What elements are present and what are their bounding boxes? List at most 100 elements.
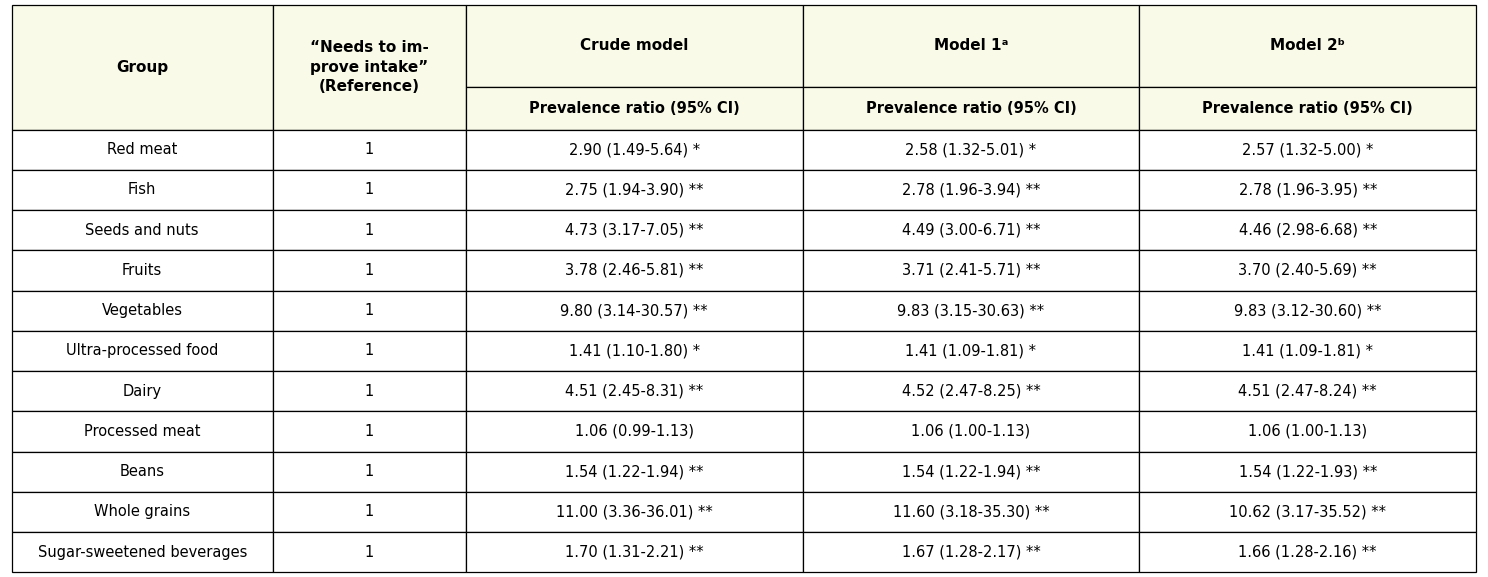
Bar <box>466 411 802 452</box>
Bar <box>272 452 466 492</box>
Bar <box>1140 411 1476 452</box>
Text: Vegetables: Vegetables <box>101 303 183 318</box>
Text: 1.54 (1.22-1.94) **: 1.54 (1.22-1.94) ** <box>565 464 704 479</box>
Text: 1.54 (1.22-1.93) **: 1.54 (1.22-1.93) ** <box>1238 464 1376 479</box>
Text: 1.41 (1.09-1.81) *: 1.41 (1.09-1.81) * <box>906 343 1037 358</box>
Bar <box>272 331 466 371</box>
Bar <box>12 5 272 129</box>
Text: 2.78 (1.96-3.95) **: 2.78 (1.96-3.95) ** <box>1238 182 1376 197</box>
Text: “Needs to im-
prove intake”
(Reference): “Needs to im- prove intake” (Reference) <box>310 40 429 94</box>
Text: Prevalence ratio (95% CI): Prevalence ratio (95% CI) <box>1202 101 1414 116</box>
Bar <box>802 5 1140 87</box>
Bar <box>272 411 466 452</box>
Text: 4.52 (2.47-8.25) **: 4.52 (2.47-8.25) ** <box>902 384 1040 399</box>
Bar <box>1140 452 1476 492</box>
Text: Processed meat: Processed meat <box>83 424 201 439</box>
Text: 1.06 (1.00-1.13): 1.06 (1.00-1.13) <box>1248 424 1367 439</box>
Bar <box>272 210 466 250</box>
Bar <box>802 129 1140 170</box>
Text: 1.70 (1.31-2.21) **: 1.70 (1.31-2.21) ** <box>565 545 704 560</box>
Text: 1: 1 <box>365 384 373 399</box>
Text: 1: 1 <box>365 303 373 318</box>
Text: 1.66 (1.28-2.16) **: 1.66 (1.28-2.16) ** <box>1238 545 1376 560</box>
Bar <box>12 532 272 572</box>
Text: 1.06 (0.99-1.13): 1.06 (0.99-1.13) <box>574 424 693 439</box>
Text: 4.49 (3.00-6.71) **: 4.49 (3.00-6.71) ** <box>902 223 1040 238</box>
Text: 1.41 (1.10-1.80) *: 1.41 (1.10-1.80) * <box>568 343 699 358</box>
Text: 1: 1 <box>365 424 373 439</box>
Text: 2.75 (1.94-3.90) **: 2.75 (1.94-3.90) ** <box>565 182 704 197</box>
Bar <box>1140 129 1476 170</box>
Bar <box>272 129 466 170</box>
Bar <box>802 291 1140 331</box>
Text: Fish: Fish <box>128 182 156 197</box>
Bar <box>272 5 466 129</box>
Bar <box>1140 170 1476 210</box>
Bar <box>802 371 1140 411</box>
Text: 2.57 (1.32-5.00) *: 2.57 (1.32-5.00) * <box>1242 142 1373 157</box>
Bar <box>272 532 466 572</box>
Bar <box>1140 87 1476 129</box>
Text: 4.51 (2.45-8.31) **: 4.51 (2.45-8.31) ** <box>565 384 704 399</box>
Text: Fruits: Fruits <box>122 263 162 278</box>
Bar <box>802 532 1140 572</box>
Text: 2.78 (1.96-3.94) **: 2.78 (1.96-3.94) ** <box>902 182 1040 197</box>
Bar <box>272 291 466 331</box>
Bar <box>1140 210 1476 250</box>
Bar <box>466 331 802 371</box>
Text: 2.58 (1.32-5.01) *: 2.58 (1.32-5.01) * <box>905 142 1037 157</box>
Bar <box>12 210 272 250</box>
Bar <box>466 5 802 87</box>
Text: Crude model: Crude model <box>580 38 689 53</box>
Bar <box>1140 331 1476 371</box>
Text: 4.46 (2.98-6.68) **: 4.46 (2.98-6.68) ** <box>1238 223 1376 238</box>
Bar <box>802 210 1140 250</box>
Bar <box>802 452 1140 492</box>
Text: 9.83 (3.12-30.60) **: 9.83 (3.12-30.60) ** <box>1234 303 1381 318</box>
Text: Prevalence ratio (95% CI): Prevalence ratio (95% CI) <box>866 101 1076 116</box>
Text: Red meat: Red meat <box>107 142 177 157</box>
Bar <box>802 87 1140 129</box>
Text: Seeds and nuts: Seeds and nuts <box>85 223 199 238</box>
Bar <box>1140 250 1476 291</box>
Text: Model 2ᵇ: Model 2ᵇ <box>1271 38 1345 53</box>
Text: 4.51 (2.47-8.24) **: 4.51 (2.47-8.24) ** <box>1238 384 1376 399</box>
Text: Whole grains: Whole grains <box>94 504 190 519</box>
Text: 1.41 (1.09-1.81) *: 1.41 (1.09-1.81) * <box>1242 343 1373 358</box>
Bar <box>802 492 1140 532</box>
Bar <box>272 492 466 532</box>
Text: 9.80 (3.14-30.57) **: 9.80 (3.14-30.57) ** <box>561 303 708 318</box>
Bar <box>802 331 1140 371</box>
Text: 3.71 (2.41-5.71) **: 3.71 (2.41-5.71) ** <box>902 263 1040 278</box>
Text: 1.67 (1.28-2.17) **: 1.67 (1.28-2.17) ** <box>902 545 1040 560</box>
Bar <box>466 250 802 291</box>
Text: 2.90 (1.49-5.64) *: 2.90 (1.49-5.64) * <box>568 142 699 157</box>
Text: Prevalence ratio (95% CI): Prevalence ratio (95% CI) <box>528 101 740 116</box>
Text: 1: 1 <box>365 142 373 157</box>
Bar <box>12 170 272 210</box>
Text: 3.70 (2.40-5.69) **: 3.70 (2.40-5.69) ** <box>1238 263 1376 278</box>
Bar <box>12 411 272 452</box>
Bar <box>466 87 802 129</box>
Bar <box>466 371 802 411</box>
Text: 11.00 (3.36-36.01) **: 11.00 (3.36-36.01) ** <box>557 504 713 519</box>
Bar <box>1140 291 1476 331</box>
Bar <box>12 492 272 532</box>
Bar <box>802 170 1140 210</box>
Text: 1: 1 <box>365 545 373 560</box>
Text: 1: 1 <box>365 464 373 479</box>
Bar <box>1140 371 1476 411</box>
Bar <box>1140 492 1476 532</box>
Bar <box>466 291 802 331</box>
Bar <box>802 250 1140 291</box>
Bar <box>802 411 1140 452</box>
Bar <box>12 291 272 331</box>
Text: 4.73 (3.17-7.05) **: 4.73 (3.17-7.05) ** <box>565 223 704 238</box>
Bar <box>12 129 272 170</box>
Text: Group: Group <box>116 59 168 74</box>
Text: Ultra-processed food: Ultra-processed food <box>65 343 219 358</box>
Text: Dairy: Dairy <box>122 384 162 399</box>
Bar <box>1140 5 1476 87</box>
Text: Model 1ᵃ: Model 1ᵃ <box>934 38 1009 53</box>
Bar <box>466 129 802 170</box>
